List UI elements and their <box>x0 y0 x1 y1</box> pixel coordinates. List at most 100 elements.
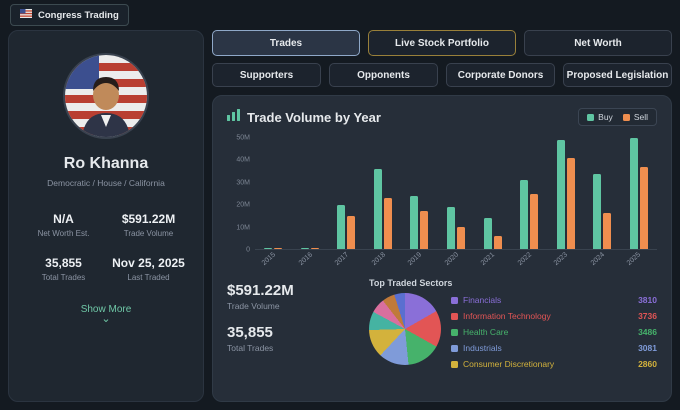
show-more-button[interactable]: Show More ⌄ <box>81 304 132 325</box>
sector-value: 3810 <box>638 295 657 305</box>
summary-value: 35,855 <box>227 324 273 341</box>
bar-buy-2019[interactable] <box>410 195 419 249</box>
bar-sell-2015[interactable] <box>274 247 283 249</box>
bar-group-2021 <box>474 138 511 249</box>
bar-group-2018 <box>365 138 402 249</box>
summary-label: Total Trades <box>227 343 274 353</box>
tabs-row-secondary: Supporters Opponents Corporate Donors Pr… <box>212 63 672 87</box>
x-axis-labels: 2015 2016 2017 2018 2019 2020 2021 2022 2023 2024… <box>255 251 657 274</box>
stat-value: N/A <box>53 212 74 226</box>
tab-net-worth[interactable]: Net Worth <box>524 30 672 56</box>
sector-label: Consumer Discretionary <box>463 359 555 369</box>
bar-group-2024 <box>584 138 621 249</box>
y-tick-label: 20M <box>236 201 250 209</box>
sell-swatch <box>622 113 630 121</box>
bar-sell-2019[interactable] <box>420 211 429 249</box>
stat-value: $591.22M <box>121 212 176 226</box>
tab-trades[interactable]: Trades <box>212 30 360 56</box>
stat-label: Last Traded <box>127 273 170 282</box>
buy-swatch <box>587 113 595 121</box>
y-tick-label: 30M <box>236 179 250 187</box>
profile-card: Ro Khanna Democratic / House / Californi… <box>8 30 204 402</box>
stat-label: Net Worth Est. <box>37 229 90 238</box>
bar-buy-2025[interactable] <box>629 138 638 249</box>
bar-sell-2020[interactable] <box>457 226 465 249</box>
stat-value: 35,855 <box>45 256 82 270</box>
bar-group-2025 <box>620 138 657 249</box>
top-bar: Congress Trading <box>0 0 680 30</box>
bar-buy-2017[interactable] <box>337 204 346 249</box>
sector-legend-item: Industrials 3081 <box>451 343 657 353</box>
bar-sell-2018[interactable] <box>383 197 392 249</box>
bar-buy-2023[interactable] <box>556 140 565 249</box>
bar-sell-2024[interactable] <box>603 213 612 249</box>
plot-area <box>255 138 657 250</box>
avatar <box>63 53 149 139</box>
profile-subtitle: Democratic / House / California <box>47 178 165 188</box>
sector-swatch <box>451 360 458 368</box>
legend-sell: Sell <box>622 112 648 122</box>
sector-label: Health Care <box>463 327 509 337</box>
tab-proposed-legislation[interactable]: Proposed Legislation <box>563 63 672 87</box>
sector-legend-item: Financials 3810 <box>451 295 657 305</box>
stat-trade-volume: $591.22M Trade Volume <box>106 212 191 238</box>
bar-sell-2022[interactable] <box>530 193 539 249</box>
panel-bottom: $591.22M Trade Volume 35,855 Total Trade… <box>227 278 657 375</box>
summary-label: Trade Volume <box>227 301 280 311</box>
bar-sell-2025[interactable] <box>639 166 648 249</box>
tab-supporters[interactable]: Supporters <box>212 63 321 87</box>
tab-opponents[interactable]: Opponents <box>329 63 438 87</box>
stat-net-worth: N/A Net Worth Est. <box>21 212 106 238</box>
app-title: Congress Trading <box>38 9 119 21</box>
bar-sell-2017[interactable] <box>347 215 356 249</box>
tab-corporate-donors[interactable]: Corporate Donors <box>446 63 555 87</box>
trade-volume-panel: Trade Volume by Year Buy Sell 0 10M 20M 30M… <box>212 95 672 402</box>
bar-group-2017 <box>328 138 365 249</box>
bar-buy-2016[interactable] <box>300 247 309 249</box>
bar-chart-icon <box>227 108 240 126</box>
sector-swatch <box>451 328 458 336</box>
pie-chart[interactable] <box>369 293 441 365</box>
bar-buy-2020[interactable] <box>447 206 455 249</box>
bar-buy-2018[interactable] <box>373 169 382 249</box>
bar-group-2022 <box>511 138 548 249</box>
summary-column: $591.22M Trade Volume 35,855 Total Trade… <box>227 278 355 375</box>
stat-value: Nov 25, 2025 <box>112 256 185 270</box>
y-tick-label: 0 <box>246 246 250 254</box>
bar-sell-2021[interactable] <box>493 235 502 249</box>
profile-stats: N/A Net Worth Est. $591.22M Trade Volume… <box>21 212 191 282</box>
y-axis: 0 10M 20M 30M 40M 50M <box>227 135 255 254</box>
summary-trade-volume: $591.22M Trade Volume <box>227 282 355 311</box>
main-layout: Ro Khanna Democratic / House / Californi… <box>0 30 680 402</box>
sectors-title: Top Traded Sectors <box>369 278 453 288</box>
bar-buy-2021[interactable] <box>483 217 492 249</box>
summary-total-trades: 35,855 Total Trades <box>227 324 355 353</box>
sector-value: 3486 <box>638 327 657 337</box>
summary-value: $591.22M <box>227 282 294 299</box>
bar-buy-2015[interactable] <box>264 247 273 249</box>
bar-group-2016 <box>292 138 329 249</box>
bar-chart: 0 10M 20M 30M 40M 50M 2015 2016 2017 2018 2019 202… <box>227 135 657 274</box>
sector-legend-item: Information Technology 3736 <box>451 311 657 321</box>
bar-sell-2016[interactable] <box>310 247 319 249</box>
bar-group-2023 <box>547 138 584 249</box>
content-area: Trades Live Stock Portfolio Net Worth Su… <box>212 30 672 402</box>
panel-header: Trade Volume by Year Buy Sell <box>227 108 657 126</box>
sector-swatch <box>451 312 458 320</box>
sector-label: Financials <box>463 295 502 305</box>
congress-trading-button[interactable]: Congress Trading <box>10 4 129 26</box>
y-tick-label: 10M <box>236 224 250 232</box>
bar-buy-2024[interactable] <box>593 173 602 249</box>
stat-last-traded: Nov 25, 2025 Last Traded <box>106 256 191 282</box>
stat-total-trades: 35,855 Total Trades <box>21 256 106 282</box>
sector-value: 2860 <box>638 359 657 369</box>
bar-buy-2022[interactable] <box>520 180 529 249</box>
bar-sell-2023[interactable] <box>566 157 575 249</box>
top-traded-sectors: Top Traded Sectors Financials 3810 Informa… <box>369 278 657 375</box>
sector-legend-item: Health Care 3486 <box>451 327 657 337</box>
plot-column: 2015 2016 2017 2018 2019 2020 2021 2022 2023 2024… <box>255 138 657 274</box>
sector-swatch <box>451 296 458 304</box>
tab-live-stock-portfolio[interactable]: Live Stock Portfolio <box>368 30 516 56</box>
profile-name: Ro Khanna <box>63 155 149 172</box>
panel-title: Trade Volume by Year <box>247 109 381 125</box>
